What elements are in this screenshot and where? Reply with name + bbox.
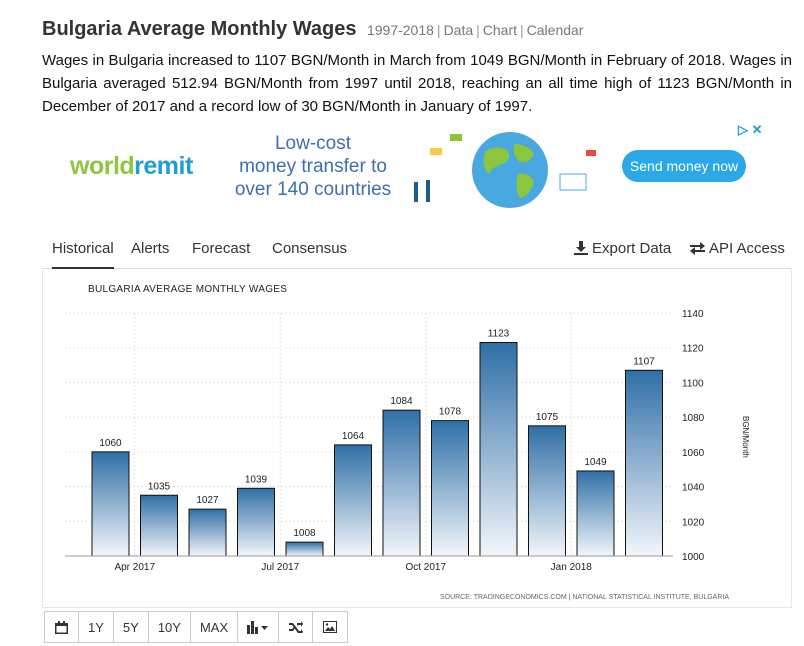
worldremit-logo: worldremit [70, 152, 193, 180]
bar [528, 425, 566, 557]
summary-text: Wages in Bulgaria increased to 1107 BGN/… [42, 52, 792, 115]
bar [431, 420, 469, 557]
data-label: 1027 [196, 495, 219, 506]
range-5y-button[interactable]: 5Y [114, 612, 149, 642]
bar [576, 470, 615, 557]
page-header: Bulgaria Average Monthly Wages 1997-2018… [42, 18, 583, 41]
data-label: 1049 [584, 457, 607, 468]
export-data-button[interactable]: Export Data [574, 240, 671, 257]
data-link[interactable]: Data [443, 22, 474, 38]
y-tick-label: 1080 [682, 413, 705, 424]
data-label: 1084 [390, 396, 413, 407]
y-tick-label: 1000 [682, 552, 705, 563]
chart-toolbar: 1Y 5Y 10Y MAX [44, 611, 349, 643]
data-label: 1123 [488, 329, 510, 340]
globe-illustration [414, 132, 596, 208]
advertisement-banner[interactable]: worldremit Low-cost money transfer to ov… [60, 118, 772, 213]
bar [625, 369, 663, 557]
chart-tabs: Historical Alerts Forecast Consensus Exp… [42, 228, 792, 269]
tab-alerts[interactable]: Alerts [131, 240, 170, 257]
bar [382, 409, 421, 557]
y-tick-label: 1120 [682, 344, 704, 355]
bar [237, 487, 275, 557]
shuffle-icon [288, 621, 303, 633]
ad-text: Low-cost money transfer to over 140 coun… [234, 133, 392, 200]
bar [479, 342, 518, 557]
chart-source: SOURCE: TRADINGECONOMICS.COM | NATIONAL … [440, 594, 729, 601]
tab-forecast[interactable]: Forecast [192, 240, 251, 257]
send-money-button[interactable]: Send money now [622, 150, 746, 182]
y-tick-label: 1140 [682, 309, 704, 320]
chart-title: BULGARIA AVERAGE MONTHLY WAGES [88, 284, 287, 295]
calendar-link[interactable]: Calendar [526, 22, 584, 38]
bar [285, 541, 324, 557]
range-10y-button[interactable]: 10Y [149, 612, 191, 642]
data-label: 1078 [439, 407, 462, 418]
range-max-button[interactable]: MAX [191, 612, 239, 642]
bar-chart-icon [247, 620, 269, 634]
data-label: 1039 [245, 474, 268, 485]
x-tick-label: Jul 2017 [261, 562, 299, 573]
data-label: 1035 [148, 481, 171, 492]
bar [188, 508, 227, 557]
data-label: 1107 [633, 356, 655, 367]
data-label: 1075 [536, 412, 559, 423]
title-links: 1997-2018 | Data | Chart | Calendar [366, 22, 584, 38]
x-tick-label: Jan 2018 [551, 562, 593, 573]
ad-choices-close-icon[interactable]: ▷ ✕ [738, 122, 763, 137]
y-tick-label: 1040 [682, 483, 705, 494]
calendar-icon [55, 620, 68, 634]
tab-consensus[interactable]: Consensus [272, 240, 348, 257]
bar [334, 444, 372, 557]
range-1y-button[interactable]: 1Y [79, 612, 114, 642]
compare-button[interactable] [279, 612, 314, 642]
x-tick-label: Oct 2017 [405, 562, 446, 573]
y-tick-label: 1060 [682, 448, 705, 459]
data-label: 1060 [99, 438, 122, 449]
y-tick-label: 1100 [682, 378, 704, 389]
date-range: 1997-2018 [366, 22, 434, 38]
swap-arrows-icon [690, 242, 705, 255]
bar [140, 494, 178, 557]
y-axis-label: BGN/Month [741, 416, 750, 458]
x-tick-label: Apr 2017 [114, 562, 155, 573]
image-export-button[interactable] [313, 612, 347, 642]
chart-container: BULGARIA AVERAGE MONTHLY WAGES 1000 1020 10… [42, 270, 792, 608]
download-icon [574, 241, 588, 255]
page-title: Bulgaria Average Monthly Wages [42, 18, 357, 40]
bar [91, 451, 130, 557]
data-label: 1008 [293, 528, 316, 539]
data-label: 1064 [342, 431, 365, 442]
chart-link[interactable]: Chart [482, 22, 518, 38]
calendar-button[interactable] [45, 612, 79, 642]
tab-historical[interactable]: Historical [52, 240, 114, 269]
bar-chart: BULGARIA AVERAGE MONTHLY WAGES 1000 1020 10… [65, 284, 750, 601]
y-tick-label: 1020 [682, 517, 705, 528]
chart-type-button[interactable] [238, 612, 280, 642]
api-access-button[interactable]: API Access [690, 240, 785, 257]
image-icon [323, 621, 338, 633]
